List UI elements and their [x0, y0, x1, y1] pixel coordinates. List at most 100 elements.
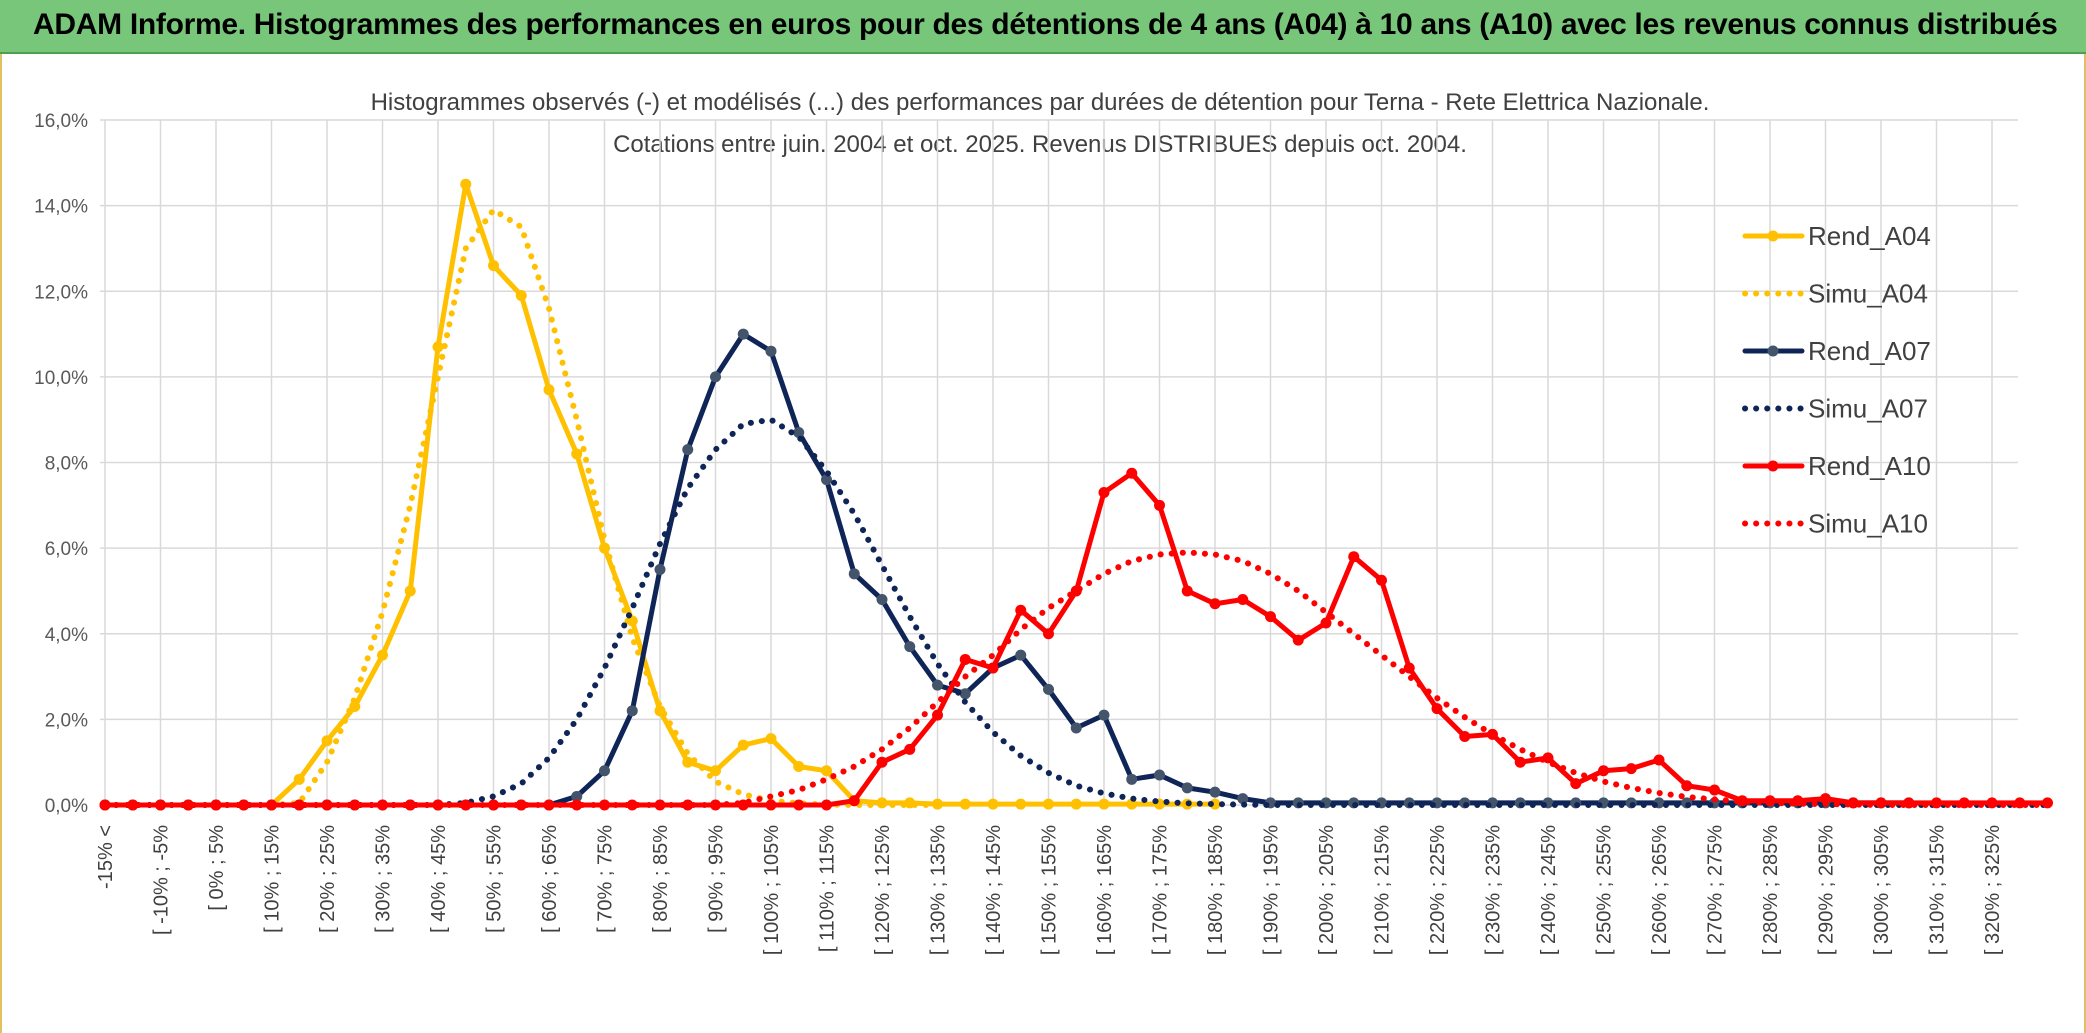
- x-tick-label: [ 290% ; 295%: [1816, 825, 1838, 955]
- data-point-rend-a07: [571, 790, 583, 802]
- data-point-rend-a07: [1043, 683, 1054, 695]
- data-point-rend-a04: [432, 341, 444, 353]
- data-point-rend-a07: [876, 594, 888, 605]
- data-point-rend-a07: [793, 427, 805, 439]
- x-tick-label: [ 160% ; 165%: [1094, 825, 1116, 955]
- data-point-rend-a04: [737, 739, 749, 751]
- x-tick-label: [ 60% ; 65%: [539, 825, 561, 933]
- y-tick-label: 16,0%: [34, 111, 88, 132]
- chart-frame: [0, 54, 2086, 1033]
- legend-label: Simu_A04: [1808, 279, 1928, 309]
- x-tick-label: [ 310% ; 315%: [1927, 825, 1949, 955]
- x-axis: -15% < [ -10% ; -5% [ 0% ; 5% [ 10% ; 15% [ …: [95, 825, 2004, 955]
- data-point-rend-a10: [1431, 703, 1443, 715]
- legend-marker: [1767, 345, 1779, 357]
- data-point-rend-a10: [1403, 662, 1415, 674]
- x-tick-label: [ 210% ; 215%: [1372, 825, 1394, 955]
- data-point-rend-a10: [1043, 628, 1054, 640]
- data-point-rend-a04: [1098, 798, 1110, 810]
- x-tick-label: [ 250% ; 255%: [1594, 825, 1616, 955]
- series-line-simu-a10: [102, 549, 2051, 808]
- data-point-rend-a04: [1070, 798, 1082, 810]
- x-tick-label: [ 230% ; 235%: [1483, 825, 1505, 955]
- chart-title: Histogrammes observés (-) et modélisés (…: [371, 89, 1710, 116]
- legend: Rend_A04 Simu_A04 Rend_A07 Simu_A07 Rend_A10…: [1742, 221, 1931, 539]
- series-line-rend-a07: [102, 331, 1912, 808]
- data-point-rend-a10: [1320, 617, 1332, 629]
- data-point-rend-a10: [1653, 754, 1665, 766]
- x-tick-label: [ 80% ; 85%: [650, 825, 672, 933]
- legend-label: Rend_A07: [1808, 336, 1931, 366]
- data-point-rend-a10: [571, 799, 583, 811]
- x-tick-label: [ 0% ; 5%: [206, 825, 228, 911]
- data-point-rend-a07: [737, 328, 749, 340]
- x-tick-label: [ 170% ; 175%: [1150, 825, 1172, 955]
- data-point-rend-a07: [626, 705, 638, 717]
- data-point-rend-a10: [1181, 585, 1193, 597]
- y-tick-label: 14,0%: [34, 197, 88, 218]
- y-tick-label: 0,0%: [45, 796, 88, 817]
- y-tick-label: 6,0%: [45, 539, 88, 560]
- data-point-rend-a10: [793, 799, 805, 811]
- x-tick-label: [ 240% ; 245%: [1538, 825, 1560, 955]
- x-tick-label: [ 90% ; 95%: [706, 825, 728, 933]
- data-point-rend-a10: [1154, 499, 1165, 511]
- series-group: [99, 178, 2053, 811]
- data-point-rend-a04: [571, 448, 583, 460]
- y-tick-label: 10,0%: [34, 368, 88, 389]
- data-point-rend-a07: [821, 474, 832, 486]
- data-point-rend-a10: [1209, 598, 1221, 610]
- data-point-rend-a10: [1681, 780, 1693, 792]
- data-point-rend-a10: [1015, 604, 1027, 616]
- report-title: ADAM Informe. Histogrammes des performan…: [33, 8, 2058, 41]
- data-point-rend-a04: [543, 384, 555, 396]
- data-point-rend-a04: [460, 178, 472, 190]
- x-tick-label: [ 140% ; 145%: [983, 825, 1005, 955]
- x-tick-label: [ 190% ; 195%: [1261, 825, 1283, 955]
- data-point-rend-a07: [1154, 769, 1165, 781]
- x-tick-label: [ 100% ; 105%: [761, 825, 783, 955]
- data-point-rend-a10: [1625, 763, 1637, 775]
- data-point-rend-a10: [682, 799, 694, 811]
- data-point-rend-a04: [793, 760, 805, 772]
- data-point-rend-a10: [765, 799, 777, 811]
- y-tick-label: 2,0%: [45, 710, 88, 731]
- data-point-rend-a10: [848, 795, 860, 807]
- data-point-rend-a10: [182, 799, 194, 811]
- x-tick-label: [ 300% ; 305%: [1871, 825, 1893, 955]
- data-point-rend-a07: [1237, 793, 1249, 805]
- data-point-rend-a04: [821, 765, 832, 777]
- legend-marker: [1767, 460, 1779, 472]
- data-point-rend-a04: [293, 773, 305, 785]
- data-point-rend-a10: [1736, 795, 1748, 807]
- data-point-rend-a04: [404, 585, 416, 597]
- x-tick-label: [ 150% ; 155%: [1039, 825, 1061, 955]
- data-point-rend-a07: [932, 679, 943, 691]
- data-point-rend-a07: [848, 568, 860, 580]
- data-point-rend-a10: [987, 662, 999, 674]
- data-point-rend-a10: [404, 799, 416, 811]
- data-point-rend-a07: [904, 641, 916, 653]
- data-point-rend-a07: [710, 371, 721, 383]
- data-point-rend-a04: [377, 649, 388, 661]
- data-point-rend-a10: [1376, 574, 1387, 586]
- x-tick-label: [ 40% ; 45%: [428, 825, 450, 933]
- data-point-rend-a04: [682, 756, 694, 768]
- data-point-rend-a10: [959, 653, 971, 665]
- data-point-rend-a07: [1181, 782, 1193, 794]
- data-point-rend-a10: [1709, 784, 1720, 796]
- data-point-rend-a10: [1459, 731, 1471, 742]
- data-point-rend-a10: [127, 799, 139, 811]
- data-point-rend-a04: [765, 733, 777, 745]
- x-tick-label: [ 120% ; 125%: [872, 825, 894, 955]
- data-point-rend-a10: [1348, 551, 1360, 563]
- data-point-rend-a04: [987, 798, 999, 810]
- x-tick-label: [ 70% ; 75%: [595, 825, 617, 933]
- data-point-rend-a10: [1265, 611, 1276, 623]
- data-point-rend-a07: [682, 444, 694, 456]
- data-point-rend-a04: [488, 260, 499, 272]
- data-point-rend-a07: [654, 564, 666, 576]
- x-tick-label: [ 220% ; 225%: [1427, 825, 1449, 955]
- data-point-rend-a10: [1237, 594, 1249, 605]
